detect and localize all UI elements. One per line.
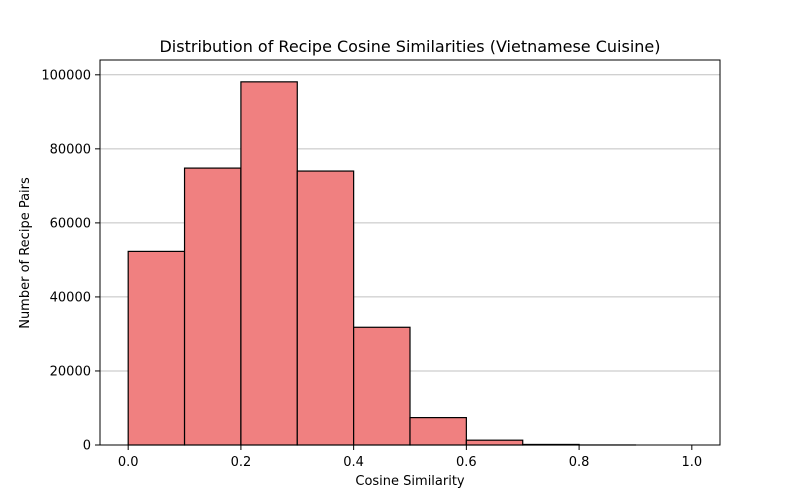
histogram-bar xyxy=(241,82,297,445)
x-tick-label: 0.2 xyxy=(231,455,252,470)
x-tick-label: 1.0 xyxy=(681,455,702,470)
chart-title: Distribution of Recipe Cosine Similariti… xyxy=(159,37,660,56)
histogram-bar xyxy=(185,168,241,445)
y-tick-label: 100000 xyxy=(41,68,91,83)
y-axis-label: Number of Recipe Pairs xyxy=(18,177,33,329)
histogram-bar xyxy=(297,171,353,445)
bars xyxy=(128,82,635,445)
x-tick-label: 0.6 xyxy=(456,455,477,470)
histogram-bar xyxy=(128,251,184,445)
y-tick-label: 60000 xyxy=(50,216,91,231)
x-axis-label: Cosine Similarity xyxy=(355,474,465,489)
histogram-bar xyxy=(354,327,410,445)
histogram-bar xyxy=(466,440,522,445)
y-tick-label: 40000 xyxy=(50,290,91,305)
x-axis-ticks: 0.0 0.2 0.4 0.6 0.8 1.0 xyxy=(118,445,702,470)
x-tick-label: 0.0 xyxy=(118,455,139,470)
histogram-bar xyxy=(410,418,466,445)
x-tick-label: 0.8 xyxy=(569,455,590,470)
x-tick-label: 0.4 xyxy=(343,455,364,470)
y-tick-label: 20000 xyxy=(50,364,91,379)
y-axis-ticks: 0 20000 40000 60000 80000 100000 xyxy=(41,68,100,453)
y-tick-label: 0 xyxy=(83,439,91,454)
y-tick-label: 80000 xyxy=(50,142,91,157)
